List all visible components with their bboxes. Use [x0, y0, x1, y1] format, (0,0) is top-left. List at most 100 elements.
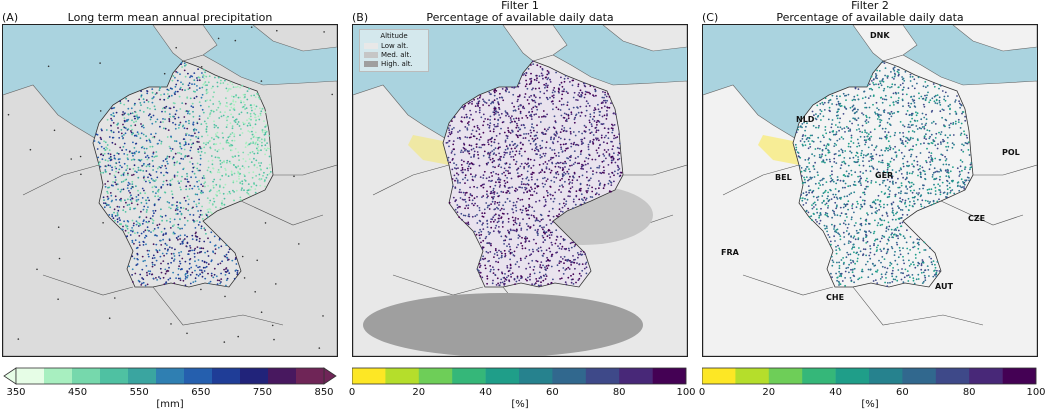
station-point	[165, 282, 167, 285]
station-point	[514, 154, 517, 156]
station-point	[885, 98, 888, 101]
station-point	[198, 198, 201, 201]
station-point	[492, 220, 495, 223]
station-point	[558, 260, 561, 262]
station-point	[573, 141, 576, 144]
station-point	[509, 121, 512, 124]
station-point	[490, 180, 492, 183]
station-point	[897, 102, 900, 104]
station-point	[231, 259, 234, 262]
station-point	[151, 265, 154, 268]
station-point	[451, 168, 454, 171]
station-point	[180, 206, 182, 209]
station-point	[552, 108, 554, 111]
station-point	[960, 149, 963, 151]
station-point	[128, 183, 131, 185]
station-point	[807, 158, 810, 161]
station-point	[194, 132, 196, 135]
station-point	[169, 115, 172, 118]
colorbar-segment	[16, 368, 45, 384]
map-a-border-pol	[273, 164, 337, 176]
station-point	[213, 138, 215, 141]
station-point	[876, 271, 878, 273]
station-point	[614, 113, 617, 116]
station-point	[507, 217, 510, 220]
station-point	[843, 243, 846, 246]
station-point	[917, 241, 920, 244]
station-point	[895, 154, 898, 157]
station-point	[539, 147, 542, 150]
station-point	[905, 205, 907, 208]
station-point	[236, 269, 239, 272]
station-point	[116, 205, 119, 208]
station-point	[497, 230, 500, 233]
station-point	[146, 158, 149, 161]
station-point	[234, 258, 237, 261]
station-point	[838, 284, 840, 286]
station-point	[142, 281, 145, 284]
station-point	[592, 173, 594, 176]
station-point	[567, 207, 569, 210]
station-point	[144, 156, 147, 159]
station-point	[944, 134, 947, 137]
station-point	[915, 114, 918, 117]
station-point	[173, 260, 175, 262]
station-point	[130, 107, 133, 110]
station-point	[180, 188, 182, 191]
station-point	[580, 165, 583, 168]
station-point	[499, 116, 502, 119]
station-point	[129, 191, 131, 194]
station-point	[251, 109, 253, 112]
altitude-legend: Altitude Low alt. Med. alt. High. alt.	[359, 29, 429, 72]
station-point	[507, 274, 510, 277]
station-point	[550, 241, 553, 244]
station-point	[491, 200, 494, 203]
station-point	[216, 81, 219, 84]
station-point	[902, 157, 904, 160]
station-point	[461, 167, 464, 169]
station-point	[461, 171, 464, 174]
colorbar-segment	[128, 368, 157, 384]
station-point	[204, 71, 207, 74]
station-point	[214, 143, 217, 146]
station-point	[523, 73, 526, 75]
station-point	[939, 133, 942, 136]
station-point	[537, 185, 540, 188]
station-point	[174, 76, 176, 79]
station-point	[98, 161, 101, 164]
station-point	[567, 117, 570, 120]
station-point	[152, 165, 155, 168]
station-point	[538, 116, 540, 118]
station-point	[479, 264, 482, 267]
station-point	[149, 181, 151, 184]
station-point	[486, 219, 489, 222]
station-point	[571, 164, 573, 167]
station-point	[210, 260, 213, 263]
station-point	[200, 96, 203, 99]
station-point	[144, 192, 147, 195]
station-point	[886, 85, 889, 88]
station-point	[194, 260, 196, 263]
station-point	[922, 97, 925, 100]
station-point	[498, 186, 501, 188]
station-point	[120, 174, 123, 177]
station-point	[520, 183, 523, 186]
station-point	[521, 117, 524, 119]
station-point	[122, 228, 124, 231]
station-point	[968, 154, 971, 156]
station-point	[226, 277, 229, 280]
outside-station-point	[99, 62, 101, 64]
station-point	[875, 181, 877, 184]
outside-station-point	[58, 257, 61, 260]
station-point	[489, 130, 492, 132]
station-point	[842, 263, 845, 265]
station-point	[558, 87, 560, 90]
station-point	[482, 222, 484, 225]
station-point	[228, 248, 231, 251]
station-point	[604, 99, 607, 102]
station-point	[254, 131, 257, 134]
station-point	[180, 157, 183, 160]
station-point	[890, 110, 893, 113]
station-point	[916, 160, 919, 163]
station-point	[906, 188, 909, 190]
